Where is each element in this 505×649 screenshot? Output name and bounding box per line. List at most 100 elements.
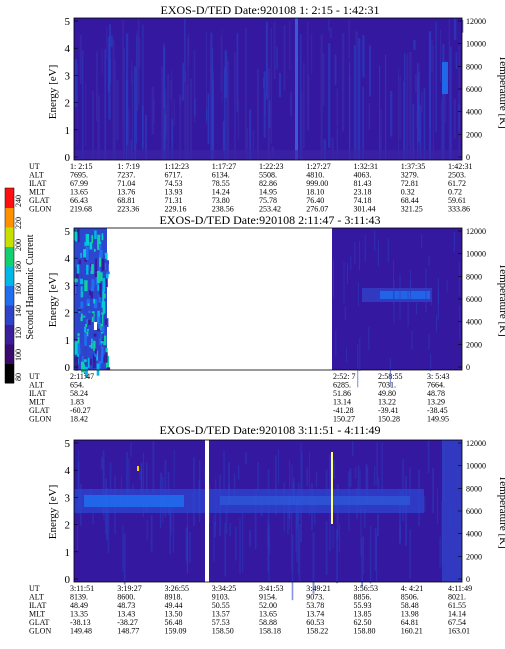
spectrogram-streaks (74, 228, 462, 388)
spectrogram-cell (89, 358, 92, 366)
spectrogram-streak (205, 31, 208, 125)
spectrogram-cell (101, 350, 104, 358)
spectrogram-streak (376, 442, 378, 485)
ephemeris-value: 2:11:47 (70, 372, 94, 381)
spectrogram-streak (435, 22, 437, 133)
temperature-tick-label: 0 (466, 575, 470, 584)
ephemeris-row-label: GLAT (29, 196, 50, 205)
spectrogram-streak (357, 38, 361, 160)
spectrogram-streak (418, 62, 420, 103)
spectrogram-cell (93, 239, 97, 249)
ephemeris-value: 276.07 (306, 205, 328, 214)
panel-1: EXOS-D/TED Date:920108 1: 2:15 - 1:42:31… (29, 3, 505, 214)
spectrogram-cell (93, 333, 97, 337)
spectrogram-streak (133, 66, 137, 160)
spectrogram-cell (87, 303, 90, 306)
spectrogram-streak (431, 39, 433, 73)
ephemeris-value: 8600. (117, 593, 135, 602)
spectrogram-streak (368, 102, 371, 130)
ephemeris-value: 14.14 (448, 610, 466, 619)
spectrogram-streak (406, 54, 409, 160)
panel-2: EXOS-D/TED Date:920108 2:11:47 - 3:11:43… (29, 213, 505, 424)
spectrogram-cell (105, 273, 109, 279)
spectrogram-streak (357, 465, 360, 507)
spectrogram-streak (296, 500, 298, 530)
ephemeris-value: 9073. (306, 593, 324, 602)
spectrogram-streak (354, 242, 356, 264)
spectrogram-cell (93, 340, 96, 351)
spectrogram-streak (289, 21, 291, 70)
energy-ticks: 0 1 2 3 4 5 (65, 438, 78, 586)
spectrogram-cell (77, 308, 81, 312)
spectrogram-streak (122, 524, 124, 573)
ephemeris-value: 78.55 (212, 179, 230, 188)
spectrogram-streak (114, 59, 116, 160)
ephemeris-value: 6134. (212, 171, 230, 180)
spectrogram-streak (329, 454, 332, 502)
ephemeris-value: 7695. (70, 171, 88, 180)
spectrogram-streak (74, 59, 78, 107)
ephemeris-value: 49.44 (165, 601, 183, 610)
spectrogram-streak (459, 305, 461, 341)
spectrogram-cell (82, 315, 86, 318)
ephemeris-row-label: ILAT (29, 179, 46, 188)
ephemeris-value: 8506. (401, 593, 419, 602)
ephemeris-value: 7237. (117, 171, 135, 180)
temperature-tick-label: 12000 (466, 439, 486, 448)
spectrogram-streak (130, 442, 132, 457)
spectrogram-streak (377, 476, 380, 490)
spectrogram-streak (171, 119, 174, 160)
colorbar-tick-label: 140 (14, 305, 23, 317)
ephemeris-value: 53.78 (306, 601, 324, 610)
spectrogram-streak (206, 108, 208, 122)
spectrogram-streak (419, 105, 422, 159)
spectrogram-cell (105, 352, 108, 363)
spectrogram-streak (412, 104, 415, 160)
spectrogram-streak (210, 32, 213, 160)
spectrogram-gap (205, 440, 209, 582)
ephemeris-value: 58.88 (259, 618, 277, 627)
spectrogram-streak (112, 39, 115, 160)
colorbar-swatch (5, 305, 14, 325)
spectrogram-streak (344, 306, 346, 320)
energy-ticks: 0 1 2 3 4 5 (65, 226, 78, 374)
spectrogram-cell (96, 351, 98, 361)
colorbar-tick-label: 100 (14, 349, 23, 361)
spectrogram-cell (77, 228, 80, 243)
spectrogram-cell (97, 281, 99, 291)
ephemeris-value: 654. (70, 381, 84, 390)
ephemeris-row-label: GLAT (29, 406, 50, 415)
ephemeris-value: 3:41:53 (259, 584, 283, 593)
temperature-tick-label: 2000 (466, 552, 482, 561)
spectrogram-streak (228, 462, 230, 505)
spectrogram-cell (92, 354, 96, 369)
spectrogram-streak (432, 468, 435, 514)
spectrogram-streak (331, 137, 334, 160)
spectrogram-streak (184, 18, 186, 83)
spectrogram-cell (82, 355, 86, 367)
spectrogram-streak (441, 100, 443, 160)
ephemeris-value: 1:12:23 (165, 162, 189, 171)
spectrogram-streak (244, 27, 247, 155)
spectrogram-streak (428, 255, 430, 267)
spectrogram-streak (323, 139, 326, 160)
spectrogram-streak (278, 72, 281, 98)
spectrogram-cell (101, 258, 105, 271)
spectrogram-streaks (74, 18, 464, 161)
spectrogram-cell (86, 264, 89, 275)
spectrogram-cell (84, 280, 88, 292)
spectrogram-streak (436, 315, 438, 333)
spectrogram-cell (74, 357, 77, 362)
spectrogram-streak (409, 467, 411, 500)
spectrogram-cell (102, 313, 105, 324)
temperature-tick-label: 8000 (466, 484, 482, 493)
spectrogram-streak (325, 469, 328, 496)
spectrogram-cell (91, 264, 94, 274)
spectrogram-streak (431, 288, 433, 306)
spectrogram-streak (333, 460, 335, 479)
spectrogram-patch (442, 62, 448, 94)
ephemeris-value: 67.54 (448, 618, 466, 627)
panel-title: EXOS-D/TED Date:920108 1: 2:15 - 1:42:31 (161, 3, 380, 17)
spectrogram-streak (311, 33, 313, 74)
energy-tick-label: 3 (65, 280, 71, 292)
